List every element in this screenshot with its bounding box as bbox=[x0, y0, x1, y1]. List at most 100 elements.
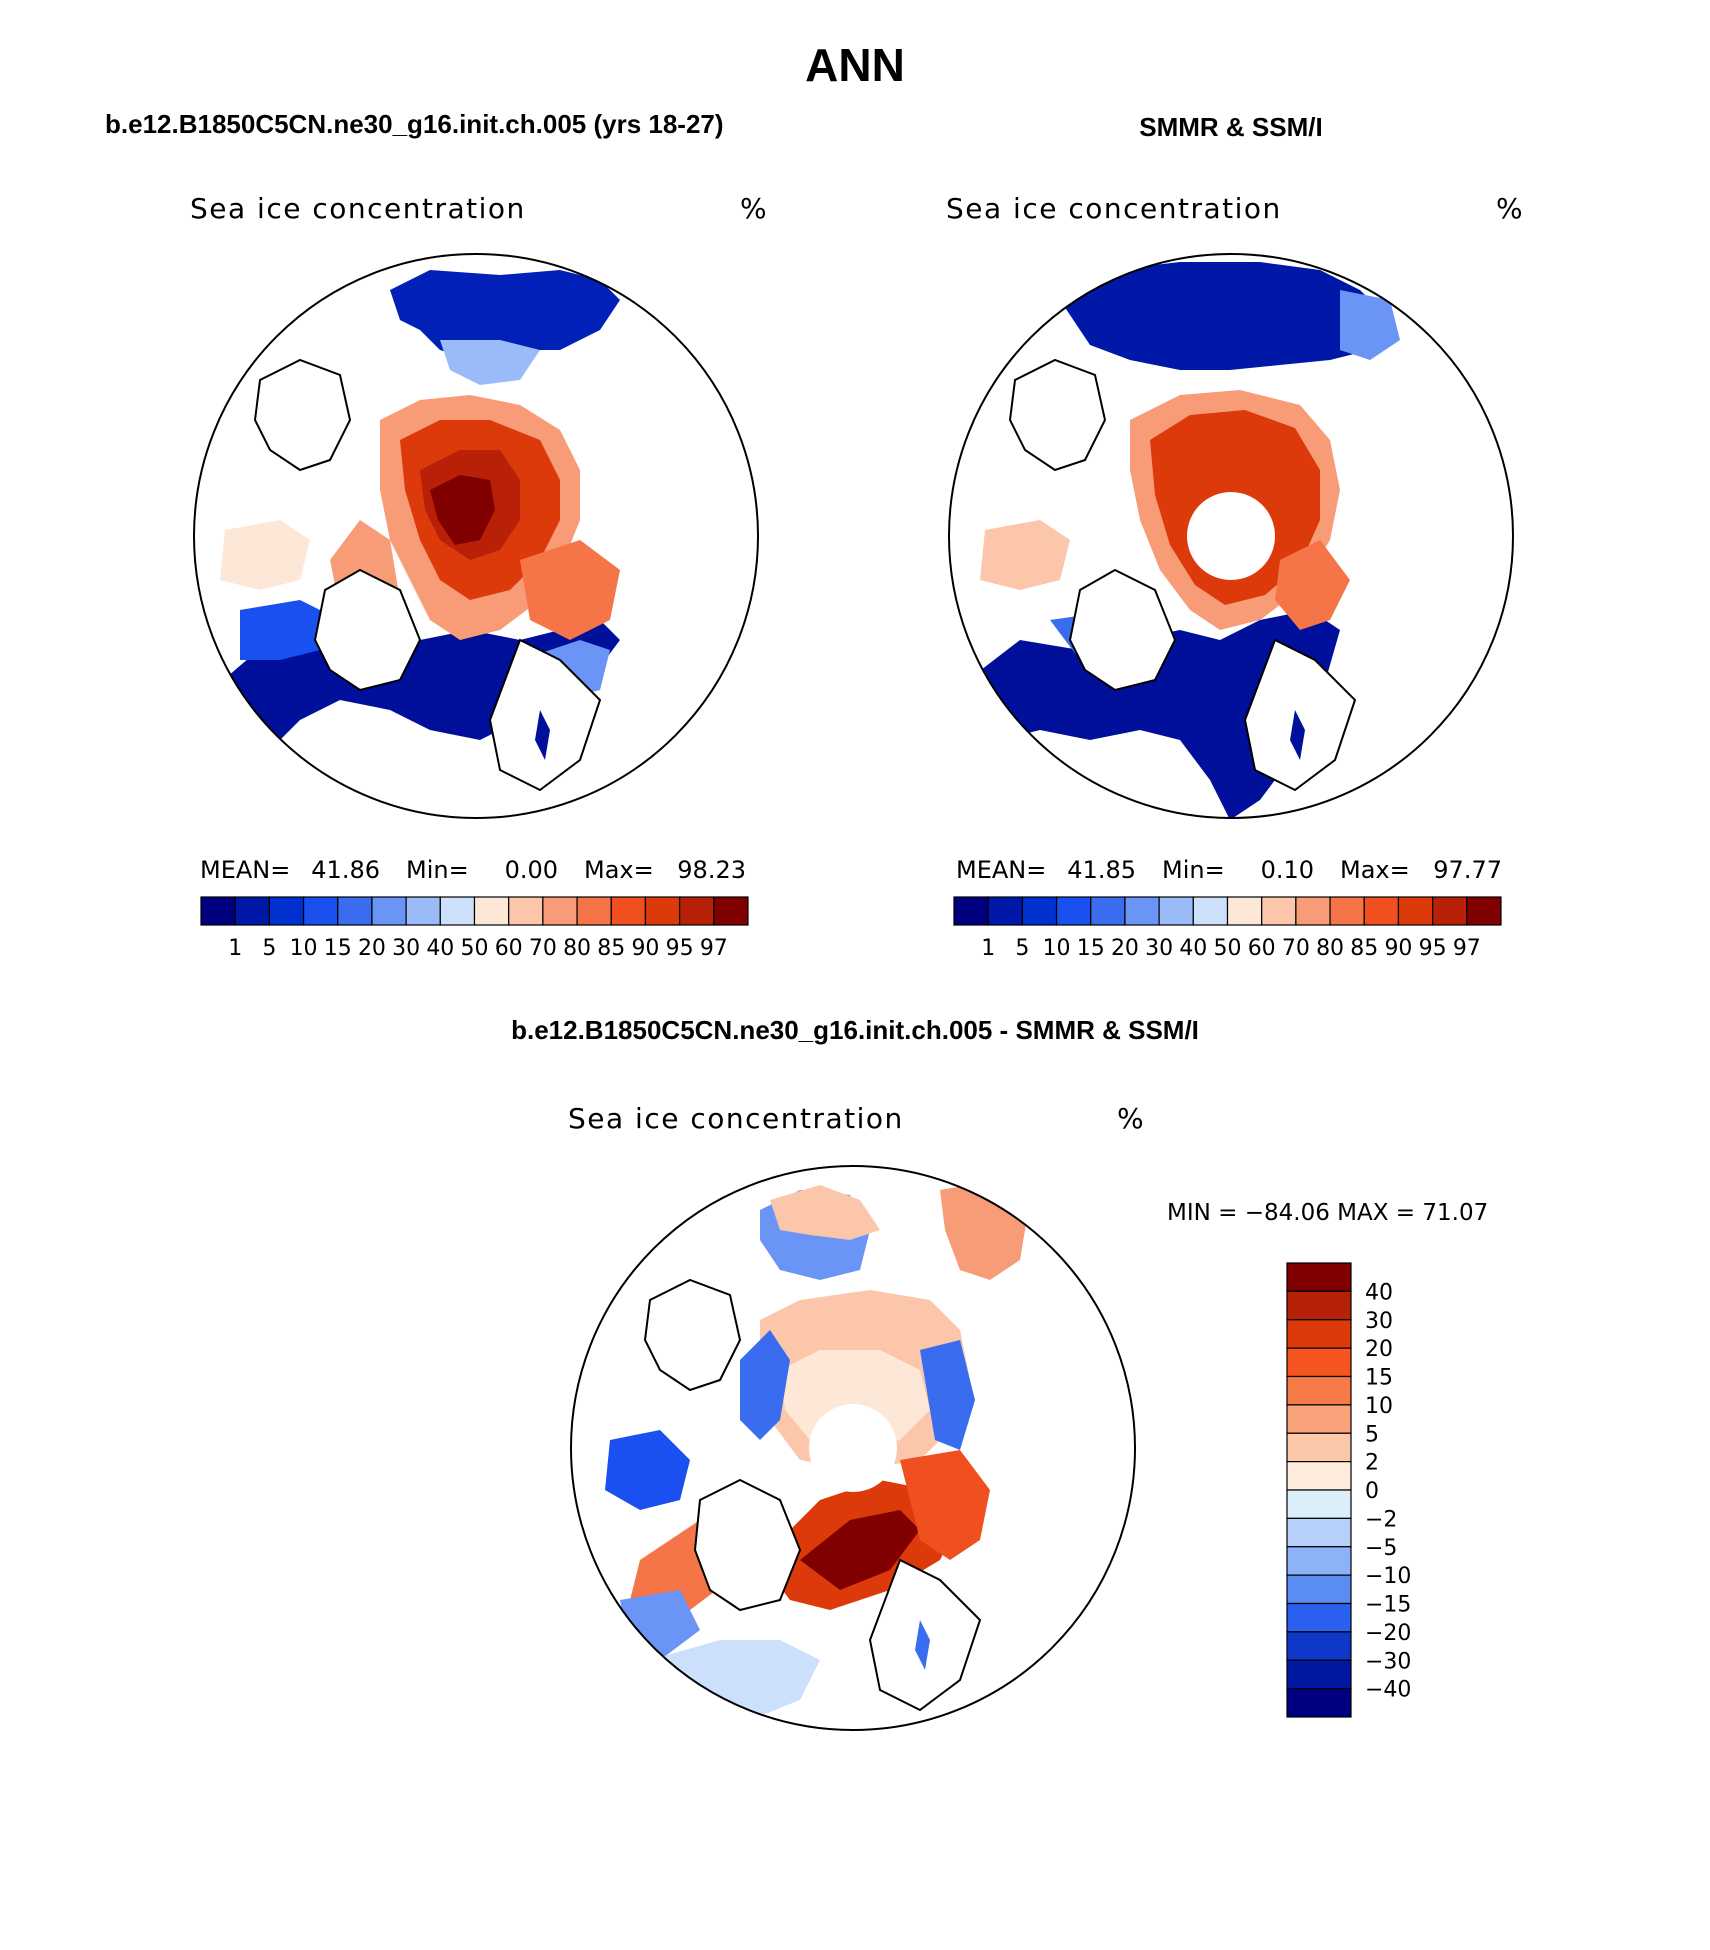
panel-right-min-value: 0.10 bbox=[1261, 856, 1314, 884]
colorbar-diff-swatch bbox=[1286, 1517, 1352, 1548]
panel-right-min-label: Min= bbox=[1162, 856, 1225, 884]
colorbar-right-tick-label: 95 bbox=[1419, 936, 1447, 961]
colorbar-left-swatch bbox=[713, 896, 749, 926]
colorbar-right-swatch bbox=[1329, 896, 1365, 926]
colorbar-diff-swatch bbox=[1286, 1290, 1352, 1321]
colorbar-left-swatch bbox=[371, 896, 407, 926]
colorbar-right-tick-label: 40 bbox=[1179, 936, 1207, 961]
colorbar-left-tick-label: 90 bbox=[631, 936, 659, 961]
panel-left-units: % bbox=[740, 192, 767, 225]
colorbar-left-swatch bbox=[679, 896, 715, 926]
colorbar-diff-tick-label: 10 bbox=[1365, 1394, 1393, 1419]
colorbar-left-tick-label: 80 bbox=[563, 936, 591, 961]
panel-right-stats: MEAN= 41.85 Min= 0.10 Max= 97.77 bbox=[956, 856, 1502, 884]
colorbar-diff-tick-label: −40 bbox=[1365, 1678, 1411, 1703]
panel-right-field-label: Sea ice concentration bbox=[946, 192, 1282, 225]
colorbar-left-tick-label: 15 bbox=[324, 936, 352, 961]
colorbar-right-tick-label: 60 bbox=[1248, 936, 1276, 961]
colorbar-right-tick-label: 90 bbox=[1384, 936, 1412, 961]
colorbar-right-tick-label: 1 bbox=[981, 936, 995, 961]
colorbar-diff-tick-label: −2 bbox=[1365, 1507, 1397, 1532]
colorbar-right-tick-label: 30 bbox=[1145, 936, 1173, 961]
colorbar-right-swatch bbox=[1363, 896, 1400, 926]
panel-right-mean-value: 41.85 bbox=[1067, 856, 1136, 884]
panel-left-max-label: Max= bbox=[584, 856, 654, 884]
colorbar-right-tick-label: 97 bbox=[1453, 936, 1481, 961]
colorbar-left-tick-label: 40 bbox=[426, 936, 454, 961]
colorbar-diff-tick-label: 40 bbox=[1365, 1280, 1393, 1305]
colorbar-diff-tick-label: 5 bbox=[1365, 1422, 1379, 1447]
colorbar-right-tick-label: 10 bbox=[1043, 936, 1071, 961]
colorbar-diff-tick-label: 0 bbox=[1365, 1479, 1379, 1504]
diff-map bbox=[570, 1165, 1136, 1731]
colorbar-right-swatch bbox=[953, 896, 989, 926]
figure-title: ANN bbox=[805, 39, 905, 91]
colorbar-diff-swatch bbox=[1286, 1461, 1352, 1491]
panel-left-min-label: Min= bbox=[406, 856, 469, 884]
colorbar-right-tick-label: 20 bbox=[1111, 936, 1139, 961]
colorbar-left-swatch bbox=[302, 896, 339, 926]
colorbar-right-swatch bbox=[1261, 896, 1297, 926]
colorbar-right-swatch bbox=[1158, 896, 1194, 926]
colorbar-right-swatch bbox=[1055, 896, 1092, 926]
panel-left-map bbox=[193, 253, 759, 819]
colorbar-left-tick-label: 95 bbox=[666, 936, 694, 961]
panel-right-mean-label: MEAN= bbox=[956, 856, 1046, 884]
colorbar-diff-swatch bbox=[1286, 1659, 1352, 1690]
colorbar-diff-swatch bbox=[1286, 1404, 1352, 1434]
colorbar-right-tick-label: 80 bbox=[1316, 936, 1344, 961]
colorbar-right-tick-label: 70 bbox=[1282, 936, 1310, 961]
colorbar-left-swatch bbox=[234, 896, 270, 926]
colorbar-diff-tick-label: 30 bbox=[1365, 1309, 1393, 1334]
colorbar-right-swatch bbox=[1090, 896, 1126, 926]
colorbar-right-swatch bbox=[987, 896, 1023, 926]
panel-left-field-label: Sea ice concentration bbox=[190, 192, 526, 225]
colorbar-right-swatch bbox=[1432, 896, 1468, 926]
colorbar-left-tick-label: 97 bbox=[700, 936, 728, 961]
colorbar-diff-tick-label: 20 bbox=[1365, 1337, 1393, 1362]
colorbar-left-swatch bbox=[576, 896, 612, 926]
colorbar-right-swatch bbox=[1124, 896, 1160, 926]
colorbar-left-tick-label: 50 bbox=[461, 936, 489, 961]
colorbar-right-swatch bbox=[1226, 896, 1263, 926]
colorbar-diff-swatch bbox=[1286, 1432, 1352, 1463]
colorbar-diff-tick-label: 15 bbox=[1365, 1366, 1393, 1391]
colorbar-right-swatch bbox=[1192, 896, 1229, 926]
colorbar-diff-swatch bbox=[1286, 1688, 1352, 1718]
colorbar-left-swatch bbox=[508, 896, 544, 926]
panel-left-stats: MEAN= 41.86 Min= 0.00 Max= 98.23 bbox=[200, 856, 746, 884]
panel-left-min-value: 0.00 bbox=[505, 856, 558, 884]
diff-minmax: MIN = −84.06 MAX = 71.07 bbox=[1167, 1200, 1488, 1226]
colorbar-right-swatch bbox=[1466, 896, 1502, 926]
colorbar-diff-tick-label: −5 bbox=[1365, 1536, 1397, 1561]
colorbar-right: 1 5 10 15 20 30 40 50 60 70 80 85 90 95 97 bbox=[953, 896, 1502, 961]
colorbar-left-swatch bbox=[473, 896, 510, 926]
panel-left-mean-value: 41.86 bbox=[311, 856, 380, 884]
colorbar-right-tick-label: 15 bbox=[1077, 936, 1105, 961]
colorbar-left-swatch bbox=[610, 896, 647, 926]
colorbar-diff-swatch bbox=[1286, 1489, 1352, 1519]
colorbar-diff-swatch bbox=[1286, 1602, 1352, 1633]
colorbar-left-tick-label: 60 bbox=[495, 936, 523, 961]
colorbar-diff-swatch bbox=[1286, 1347, 1352, 1378]
colorbar-left-tick-label: 70 bbox=[529, 936, 557, 961]
colorbar-left-tick-label: 85 bbox=[597, 936, 625, 961]
colorbar-right-swatch bbox=[1021, 896, 1058, 926]
colorbar-right-tick-label: 5 bbox=[1015, 936, 1029, 961]
panel-left-heading: b.e12.B1850C5CN.ne30_g16.init.ch.005 (yr… bbox=[105, 109, 724, 139]
colorbar-diff-swatch bbox=[1286, 1262, 1352, 1292]
colorbar-diff-tick-label: −15 bbox=[1365, 1593, 1411, 1618]
colorbar-left-swatch bbox=[337, 896, 373, 926]
colorbar-left-tick-label: 1 bbox=[228, 936, 242, 961]
colorbar-diff-tick-label: −30 bbox=[1365, 1649, 1411, 1674]
diff-field-label: Sea ice concentration bbox=[568, 1102, 904, 1135]
panel-right-units: % bbox=[1496, 192, 1523, 225]
colorbar-left-tick-label: 20 bbox=[358, 936, 386, 961]
diff-units: % bbox=[1117, 1102, 1144, 1135]
diff-heading: b.e12.B1850C5CN.ne30_g16.init.ch.005 - S… bbox=[511, 1015, 1199, 1045]
panel-right-map bbox=[948, 253, 1514, 819]
colorbar-left-swatch bbox=[439, 896, 476, 926]
colorbar-left-tick-label: 30 bbox=[392, 936, 420, 961]
